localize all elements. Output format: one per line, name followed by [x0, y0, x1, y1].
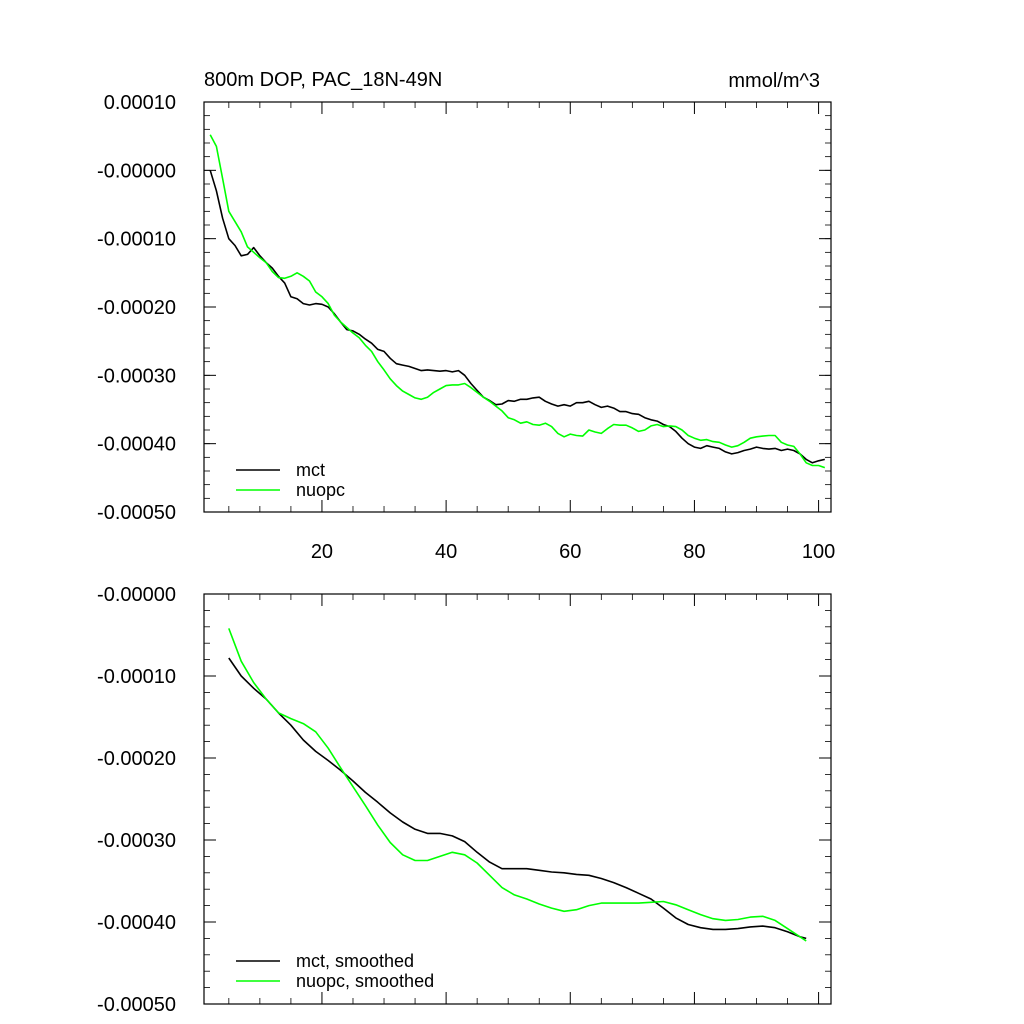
top-chart-ticks: 0.00010 -0.00000 -0.00010 -0.00020 -0.00030 -…	[97, 92, 835, 563]
top-ytick-label: -0.00010	[97, 229, 176, 251]
legend-nuopc-label: nuopc	[296, 480, 345, 500]
top-chart-units: mmol/m^3	[728, 70, 820, 92]
top-xtick-label: 60	[559, 541, 581, 563]
top-ytick-label: -0.00050	[97, 502, 176, 524]
bottom-ytick-label: -0.00010	[97, 666, 176, 688]
bottom-series-nuopc-smoothed	[228, 628, 807, 942]
top-chart-frame	[203, 101, 832, 513]
top-chart-legend: mct nuopc	[236, 460, 345, 500]
top-series-nuopc	[209, 134, 826, 469]
legend-nuopc-smoothed-label: nuopc, smoothed	[296, 971, 434, 991]
bottom-chart-series	[228, 628, 807, 942]
top-ytick-label: -0.00020	[97, 297, 176, 319]
bottom-series-mct-smoothed	[228, 657, 807, 940]
top-ytick-label: -0.00040	[97, 434, 176, 456]
legend-mct-label: mct	[296, 460, 325, 480]
bottom-chart-frame	[203, 593, 832, 1005]
top-series-mct	[209, 170, 825, 464]
top-ytick-label: -0.00030	[97, 365, 176, 387]
bottom-chart-ticks: -0.00000 -0.00010 -0.00020 -0.00030 -0.00040…	[97, 584, 831, 1016]
top-ytick-label: 0.00010	[104, 92, 176, 114]
top-xtick-label: 20	[311, 541, 333, 563]
bottom-chart-panel: -0.00000 -0.00010 -0.00020 -0.00030 -0.00040…	[97, 584, 832, 1016]
top-chart-title: 800m DOP, PAC_18N-49N	[204, 69, 442, 91]
top-chart-series	[209, 134, 826, 469]
bottom-ytick-label: -0.00030	[97, 830, 176, 852]
legend-mct-smoothed-label: mct, smoothed	[296, 951, 414, 971]
bottom-ytick-label: -0.00050	[97, 994, 176, 1016]
bottom-ytick-label: -0.00040	[97, 912, 176, 934]
top-ytick-label: -0.00000	[97, 160, 176, 182]
bottom-chart-legend: mct, smoothed nuopc, smoothed	[236, 951, 434, 991]
top-xtick-label: 40	[435, 541, 457, 563]
top-chart-panel: 0.00010 -0.00000 -0.00010 -0.00020 -0.00030 -…	[97, 69, 835, 563]
bottom-ytick-label: -0.00000	[97, 584, 176, 606]
top-xtick-label: 80	[683, 541, 705, 563]
bottom-ytick-label: -0.00020	[97, 748, 176, 770]
top-xtick-label: 100	[802, 541, 835, 563]
